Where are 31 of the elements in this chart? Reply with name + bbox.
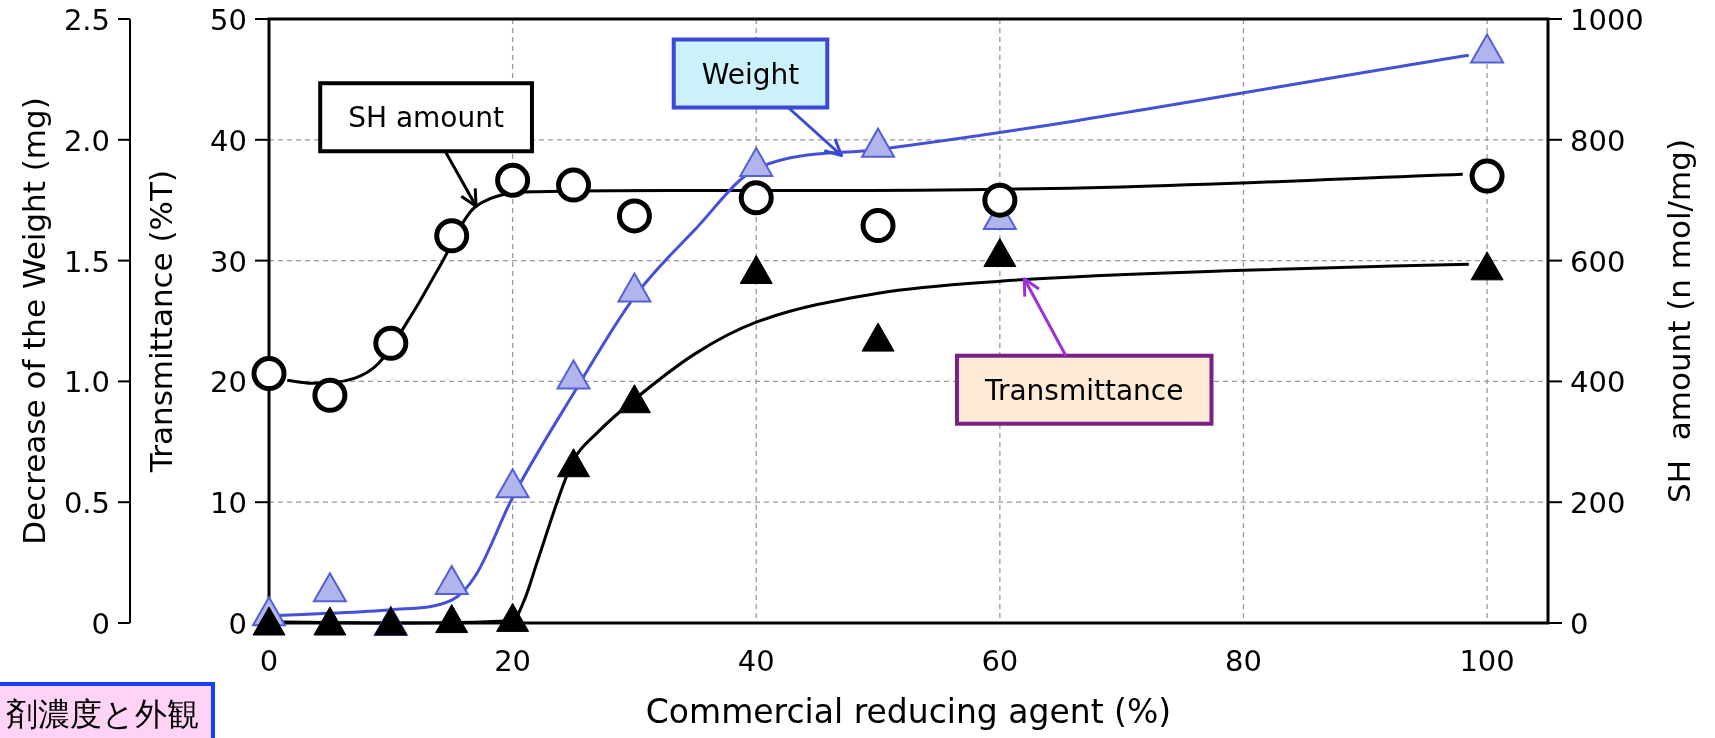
x-tick-label: 20 <box>494 644 532 678</box>
y-axis-title: Transmittance (%T) <box>143 169 179 474</box>
y3-axis-title: Decrease of the Weight (mg) <box>16 97 52 545</box>
y-tick-label: 50 <box>210 3 247 37</box>
x-tick-label: 80 <box>1225 644 1262 678</box>
annotation: SH amount <box>348 101 504 135</box>
y2-tick-label: 400 <box>1570 365 1626 400</box>
y-tick-label: 20 <box>210 365 247 400</box>
y3-tick-label: 1.0 <box>63 365 110 400</box>
x-tick-label: 60 <box>981 644 1019 678</box>
y2-tick-label: 800 <box>1570 123 1626 158</box>
y2-tick-label: 0 <box>1570 607 1589 641</box>
y3-tick-label: 1.5 <box>63 244 110 279</box>
y2-axis-title: SH amount (n mol/mg) <box>1661 139 1697 503</box>
y3-tick-label: 2.0 <box>63 123 110 158</box>
annotation: Transmittance <box>983 373 1184 407</box>
annotation: Weight <box>701 57 800 91</box>
y3-tick-label: 2.5 <box>63 3 110 37</box>
y2-tick-label: 1000 <box>1570 3 1644 37</box>
x-tick-label: 0 <box>259 644 279 678</box>
x-tick-label: 100 <box>1459 644 1515 678</box>
y2-tick-label: 600 <box>1570 244 1626 279</box>
y3-tick-label: 0 <box>91 607 110 641</box>
y-tick-label: 40 <box>210 123 247 158</box>
y-tick-label: 30 <box>210 244 247 279</box>
y2-tick-label: 200 <box>1570 486 1626 521</box>
y3-tick-label: 0.5 <box>63 486 110 521</box>
x-tick-label: 40 <box>737 644 775 678</box>
y-tick-label: 0 <box>228 607 247 641</box>
y-tick-label: 10 <box>210 486 247 521</box>
x-axis-title: Commercial reducing agent (%) <box>645 692 1172 731</box>
